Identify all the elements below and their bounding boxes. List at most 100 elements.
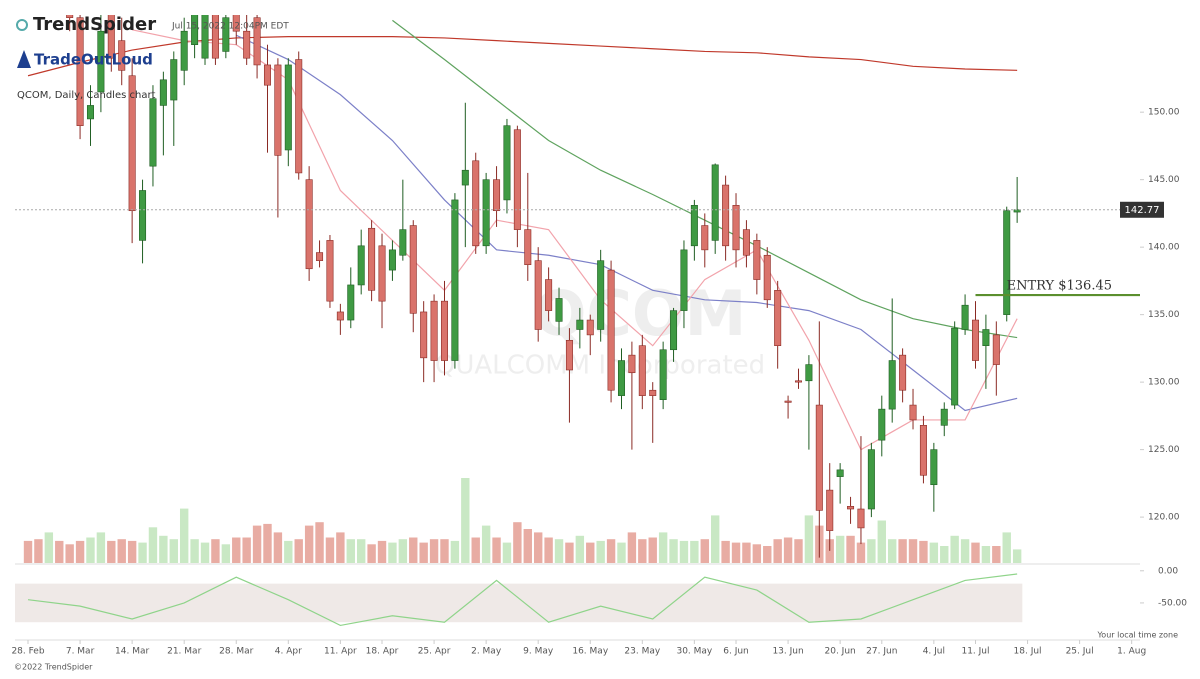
candle-body (336, 311, 344, 321)
candle-body (815, 404, 823, 511)
candle-body (107, 15, 115, 59)
candle-body (420, 311, 428, 359)
candle-body (388, 249, 396, 271)
x-tick-label: 21. Mar (167, 647, 201, 657)
volume-bar (75, 540, 85, 563)
x-tick-label: 4. Jul (923, 647, 945, 657)
y-tick-label: 135.00 (1148, 310, 1180, 320)
partner-icon (17, 50, 31, 68)
x-tick-label: 18. Apr (366, 647, 399, 657)
candle-body (440, 300, 448, 361)
y-tick-label: 150.00 (1148, 108, 1180, 118)
volume-bar (450, 540, 460, 563)
candle-body (243, 30, 251, 59)
oscillator-panel: 0.00 -50.00 (15, 566, 1187, 627)
candle-body (357, 245, 365, 286)
x-tick-label: 28. Feb (11, 647, 44, 657)
x-tick-label: 23. May (624, 647, 660, 657)
volume-bar (1012, 549, 1022, 563)
candle-body (76, 17, 84, 126)
candle-body (690, 205, 698, 247)
volume-bar (617, 542, 626, 563)
candle-body (524, 229, 532, 266)
volume-bar (773, 539, 782, 563)
volume-bar (627, 532, 637, 563)
price-plot (15, 15, 1140, 563)
partner-logo: TradeOutLoud (17, 50, 153, 69)
candle-body (274, 64, 282, 156)
volume-bar (419, 542, 428, 563)
volume-bar (575, 535, 585, 563)
candle-body (711, 164, 719, 241)
logo-text: TrendSpider (33, 14, 156, 35)
candle-body (159, 79, 167, 106)
volume-bar (138, 542, 147, 563)
volume-bar (481, 525, 491, 563)
volume-bar (346, 539, 355, 563)
candle-body (919, 425, 927, 476)
x-tick-label: 14. Mar (115, 647, 149, 657)
x-tick-label: 16. May (572, 647, 608, 657)
candle-body (545, 279, 553, 311)
oscillator-line (27, 573, 1018, 627)
volume-bar (502, 542, 512, 563)
candle-body (670, 310, 678, 351)
x-tick-label: 13. Jun (772, 647, 803, 657)
candle-body (409, 225, 417, 314)
candle-body (461, 169, 469, 186)
candle-body (399, 229, 407, 256)
candle-body (66, 15, 74, 18)
candle-body (118, 40, 126, 71)
candle-body (638, 345, 646, 396)
volume-bar (471, 537, 480, 563)
candle-body (316, 252, 324, 261)
volume-bar (596, 540, 605, 563)
volume-bar (96, 532, 106, 563)
y-tick-label: 120.00 (1148, 513, 1180, 523)
x-tick-label: 30. May (676, 647, 712, 657)
moving-average (235, 34, 1018, 412)
candle-body (732, 205, 740, 251)
candle-body (1013, 209, 1021, 213)
chart-title: QCOM, Daily, Candles chart (17, 90, 156, 101)
candle-body (180, 30, 188, 71)
candle-body (878, 408, 886, 441)
logo: TrendSpider (16, 14, 156, 35)
x-tick-label: 27. Jun (866, 647, 897, 657)
x-tick-label: 25. Apr (418, 647, 451, 657)
candle-body (784, 400, 792, 403)
candle-body (1003, 210, 1011, 315)
candle-body (909, 404, 917, 421)
volume-bar (586, 542, 595, 563)
candle-body (597, 260, 605, 330)
volume-bar (867, 539, 876, 563)
volume-bar (960, 539, 970, 563)
candle-body (97, 30, 105, 93)
candle-body (201, 15, 209, 59)
volume-bar (148, 527, 158, 563)
volume-bar (325, 537, 335, 563)
candle-body (940, 408, 948, 426)
volume-bar (783, 537, 793, 563)
volume-bar (887, 539, 897, 563)
candle-body (586, 319, 594, 336)
volume-bar (710, 515, 720, 563)
candle-body (763, 254, 771, 301)
y-tick-label: 145.00 (1148, 175, 1180, 185)
volume-bar (794, 539, 803, 563)
candle-body (742, 229, 750, 256)
x-tick-label: 2. May (471, 647, 502, 657)
axes: 120.00 125.00 130.00 135.00 140.00 145.00 150.… (11, 108, 1179, 657)
volume-bar (429, 539, 439, 563)
candle-body (794, 380, 802, 383)
candle-body (982, 329, 990, 346)
y-tick-label: 130.00 (1148, 378, 1180, 388)
x-tick-label: 18. Jul (1014, 647, 1042, 657)
volume-bar (690, 540, 699, 563)
volume-bar (721, 540, 730, 563)
volume-bar (23, 540, 33, 563)
volume-bar (554, 539, 564, 563)
watermark-symbol: QCOM (534, 277, 747, 350)
candle-body (222, 17, 230, 52)
candle-body (451, 199, 459, 361)
